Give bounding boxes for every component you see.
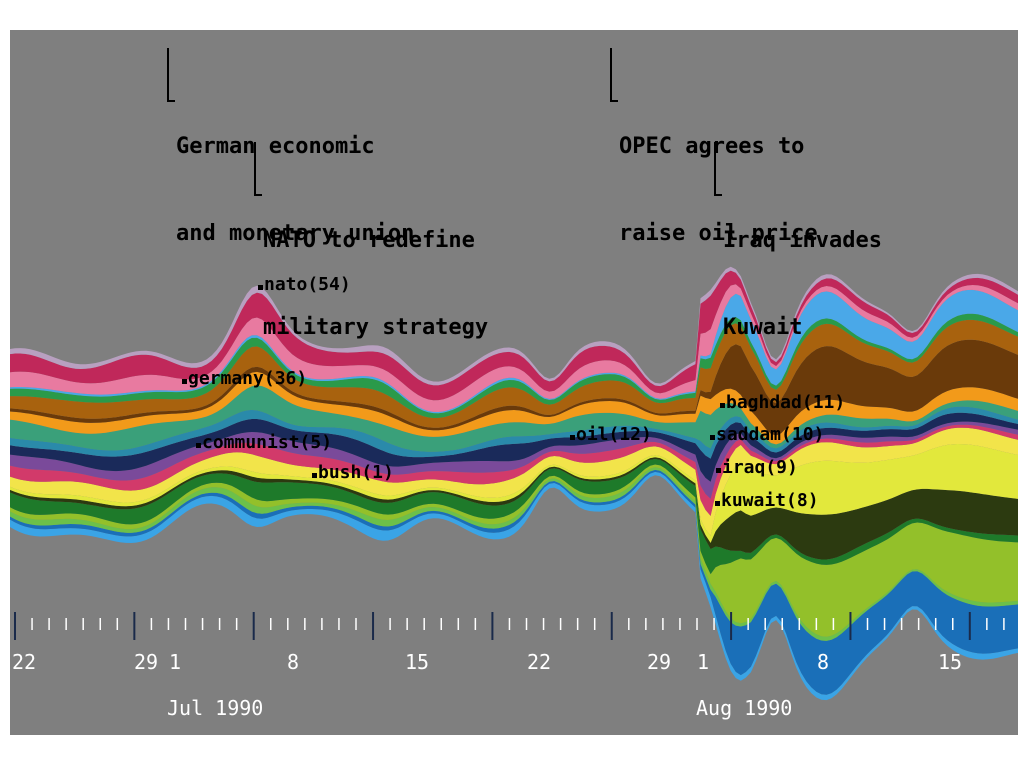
stream-layer-oil [10,427,1018,536]
event-bracket [714,142,722,196]
x-tick-label: 15 [938,650,963,674]
x-tick-label: 8 [817,650,830,674]
term-label-kuwait: kuwait(8) [715,490,819,511]
x-tick-label: 15 [405,650,430,674]
x-tick-label: 1 [169,650,182,674]
term-label-bush: bush(1) [312,462,394,483]
term-marker [715,501,720,506]
term-label-nato: nato(54) [258,274,351,295]
x-tick-label: 22 [527,650,552,674]
stream-layers [10,266,1018,701]
event-line: Iraq invades [723,228,882,253]
term-label-communist: communist(5) [196,432,332,453]
term-label-iraq: iraq(9) [716,457,798,478]
month-label-aug: Aug 1990 [696,696,793,720]
stream-layer [10,406,1018,459]
term-text: kuwait(8) [721,490,819,511]
x-tick-label: 8 [287,650,300,674]
term-text: bush(1) [318,462,394,483]
event-bracket [610,48,618,102]
term-text: iraq(9) [722,457,798,478]
event-line: military strategy [263,315,489,340]
month-label-jul: Jul 1990 [167,696,264,720]
stream-layer-germany [10,385,1018,452]
themeriver-streamgraph [10,266,1018,701]
stream-layer [10,339,1018,436]
term-label-oil: oil(12) [570,424,652,445]
stream-layer [10,371,1018,445]
stream-layer-bush [10,412,1018,482]
stream-layer-saddam [10,457,1018,560]
x-tick-label: 29 [134,650,159,674]
stream-layer-communist [10,459,1018,575]
term-marker [570,435,575,440]
term-marker [720,403,725,408]
event-bracket [167,48,175,102]
stream-layer [10,467,1018,641]
chart-panel: German economic and monetary union NATO … [10,30,1018,735]
stream-layer [10,319,1018,428]
term-label-saddam: saddam(10) [710,424,824,445]
time-axis-ticks [14,612,1005,640]
event-annotation-german-union: German economic and monetary union [167,45,415,306]
event-line: raise oil price [619,221,818,246]
event-annotation-nato-strategy: NATO to redefine military strategy [254,139,489,400]
term-marker [258,285,263,290]
x-tick-label: 22 [12,650,37,674]
x-tick-label: 1 [697,650,710,674]
term-text: germany(36) [188,368,308,389]
stream-layer-baghdad [10,444,1018,543]
term-text: oil(12) [576,424,652,445]
event-line: Kuwait [723,315,803,340]
term-marker [196,443,201,448]
event-annotation-iraq-invades: Iraq invades Kuwait [714,139,882,400]
event-line: OPEC agrees to [619,134,805,159]
term-marker [312,473,317,478]
term-marker [182,379,187,384]
term-text: nato(54) [264,274,351,295]
term-marker [716,468,721,473]
stream-layer-nato [10,270,1018,401]
term-text: saddam(10) [716,424,825,445]
event-bracket [254,142,262,196]
term-label-germany: germany(36) [182,368,307,389]
event-line: and monetary union [176,221,415,246]
term-marker [710,435,715,440]
term-text: baghdad(11) [726,392,846,413]
term-label-baghdad: baghdad(11) [720,392,845,413]
event-line: German economic [176,134,375,159]
stream-layer [10,424,1018,516]
x-tick-label: 29 [647,650,672,674]
stream-layer [10,421,1018,499]
event-annotation-opec-oil: OPEC agrees to raise oil price [610,45,818,306]
event-line: NATO to redefine [263,228,475,253]
term-text: communist(5) [202,432,333,453]
